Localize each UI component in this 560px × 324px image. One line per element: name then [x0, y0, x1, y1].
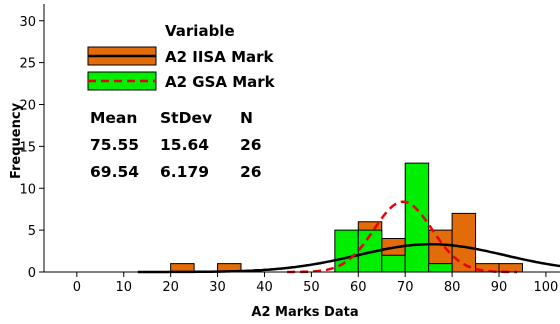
bar-gsa-77.5: [428, 263, 453, 273]
fit-curve-gsa: [287, 200, 517, 274]
stats-row1-mean: 75.55: [90, 136, 139, 154]
y-tick-label-30: 30: [19, 15, 36, 30]
stats-header-stdev: StDev: [160, 109, 212, 127]
stats-row2-n: 26: [240, 163, 262, 181]
x-tick-label-20: 20: [162, 280, 179, 295]
x-tick-label-10: 10: [115, 280, 132, 295]
legend-label-iisa: A2 IISA Mark: [165, 48, 275, 66]
y-tick-label-25: 25: [19, 57, 36, 72]
x-tick-label-60: 60: [350, 280, 367, 295]
y-tick-label-15: 15: [19, 140, 36, 155]
y-tick-label-20: 20: [19, 99, 36, 114]
y-tick-label-5: 5: [28, 224, 36, 239]
stats-header-mean: Mean: [90, 109, 137, 127]
y-axis-title: Frequency: [9, 102, 24, 179]
legend-entry-gsa: A2 GSA Mark: [87, 71, 276, 91]
legend-entry-iisa: A2 IISA Mark: [87, 46, 275, 66]
x-tick-label-0: 0: [73, 280, 81, 295]
x-tick-label-50: 50: [303, 280, 320, 295]
x-tick-label-80: 80: [444, 280, 461, 295]
stats-header-n: N: [240, 109, 253, 127]
x-tick-label-70: 70: [397, 280, 414, 295]
bars-layer: [170, 162, 523, 273]
bar-iisa-82.5: [451, 212, 477, 273]
stats-row1-stdev: 15.64: [160, 136, 209, 154]
legend-title: Variable: [165, 22, 235, 40]
x-tick-label-90: 90: [491, 280, 508, 295]
stats-row2-mean: 69.54: [90, 163, 139, 181]
stats-row1-n: 26: [240, 136, 262, 154]
stats-row2-stdev: 6.179: [160, 163, 209, 181]
y-tick-label-0: 0: [28, 266, 36, 281]
y-tick-label-10: 10: [19, 182, 36, 197]
legend-label-gsa: A2 GSA Mark: [165, 73, 276, 91]
x-axis-title: A2 Marks Data: [251, 305, 358, 320]
x-tick-label-30: 30: [209, 280, 226, 295]
legend: Variable A2 IISA Mark A2 GSA Mark: [87, 22, 276, 91]
axes-layer: 0 10 20 30 40 50 60 70 80 90 100 0 5 10 15 20 25 30: [19, 4, 560, 295]
stats-table: Mean StDev N 75.55 15.64 26 69.54 6.179 …: [90, 109, 262, 181]
bar-gsa-67.5: [381, 254, 406, 273]
x-tick-label-100: 100: [534, 280, 559, 295]
x-tick-label-40: 40: [256, 280, 273, 295]
